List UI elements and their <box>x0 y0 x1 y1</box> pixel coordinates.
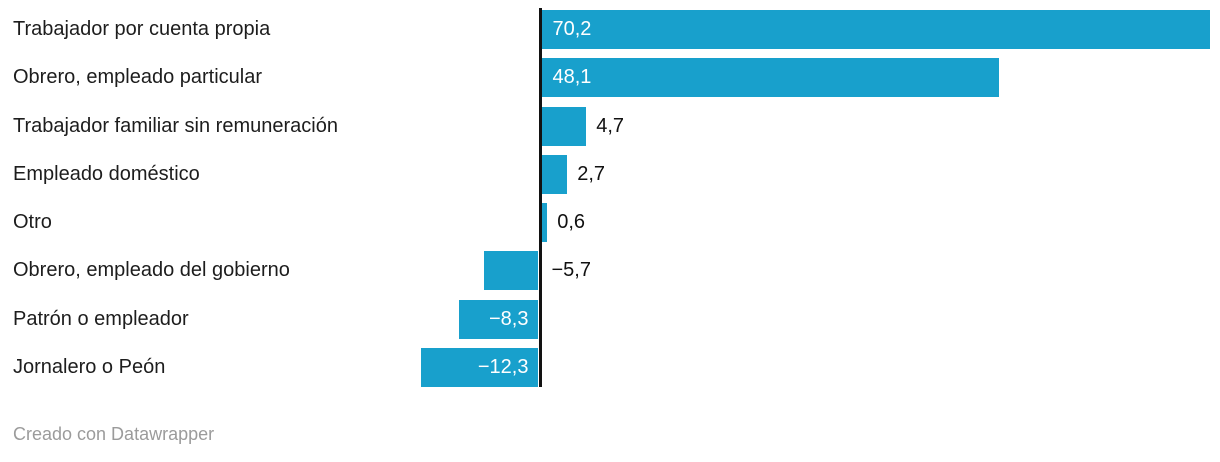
value-label: 4,7 <box>596 114 625 137</box>
category-label: Obrero, empleado del gobierno <box>13 259 290 282</box>
category-label: Trabajador por cuenta propia <box>13 18 271 40</box>
bar <box>541 106 587 146</box>
bar <box>541 203 548 242</box>
category-label: Patrón o empleador <box>13 307 189 330</box>
category-label: Trabajador familiar sin remuneración <box>13 114 338 137</box>
bar <box>459 299 539 339</box>
value-label: 0,6 <box>557 211 586 233</box>
value-label: 70,2 <box>552 18 592 40</box>
bar <box>541 10 1210 49</box>
value-label: −5,7 <box>551 259 591 282</box>
category-label: Otro <box>13 211 52 233</box>
bar <box>484 251 539 291</box>
value-label: 48,1 <box>552 66 592 89</box>
category-label: Obrero, empleado particular <box>13 66 263 89</box>
value-label: −8,3 <box>489 307 529 330</box>
category-label: Empleado doméstico <box>13 162 200 185</box>
zero-axis-line <box>538 8 542 387</box>
value-label: −12,3 <box>477 355 529 378</box>
category-label: Jornalero o Peón <box>13 355 166 378</box>
bar <box>541 58 1000 98</box>
bar <box>541 154 568 194</box>
bar <box>421 347 539 387</box>
datawrapper-attribution-link[interactable]: Creado con Datawrapper <box>13 424 215 444</box>
value-label: 2,7 <box>577 162 606 185</box>
